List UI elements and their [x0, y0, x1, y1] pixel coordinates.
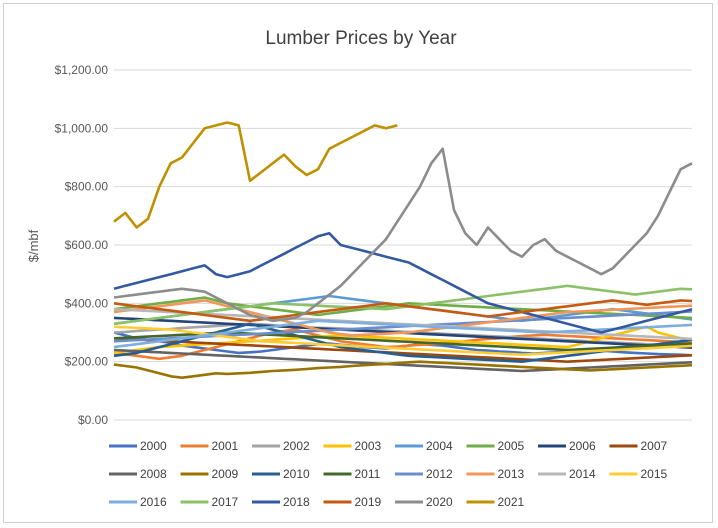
legend-item-2010: 2010 — [252, 467, 310, 481]
legend-label: 2008 — [140, 467, 167, 481]
series-line-2009 — [113, 360, 693, 380]
legend-label: 2018 — [283, 495, 310, 509]
y-tick-label: $1,200.00 — [55, 63, 109, 77]
legend-label: 2004 — [426, 439, 453, 453]
series-lines — [113, 121, 693, 380]
y-tick-label: $800.00 — [65, 180, 109, 194]
legend-label: 2005 — [498, 439, 525, 453]
legend-label: 2009 — [212, 467, 239, 481]
legend-item-2005: 2005 — [466, 439, 525, 453]
legend-label: 2014 — [569, 467, 596, 481]
legend-label: 2020 — [426, 495, 453, 509]
legend-item-2019: 2019 — [323, 495, 382, 509]
legend-item-2013: 2013 — [466, 467, 525, 481]
legend-label: 2015 — [641, 467, 668, 481]
legend-item-2018: 2018 — [252, 495, 310, 509]
legend-label: 2000 — [140, 439, 167, 453]
chart-title: Lumber Prices by Year — [265, 28, 457, 49]
series-line-2021 — [113, 121, 398, 229]
series-line-2008 — [113, 348, 693, 373]
series-line-2005 — [113, 296, 693, 320]
legend-label: 2001 — [212, 439, 239, 453]
legend-label: 2010 — [283, 467, 310, 481]
legend-label: 2013 — [498, 467, 525, 481]
y-tick-label: $400.00 — [65, 296, 109, 310]
legend-item-2014: 2014 — [538, 467, 596, 481]
legend-label: 2017 — [212, 495, 239, 509]
line-chart: Lumber Prices by Year $0.00 $200.00 $400.0… — [26, 28, 693, 509]
series-line-2001 — [113, 328, 693, 361]
legend-item-2020: 2020 — [395, 495, 453, 509]
legend-item-2000: 2000 — [109, 439, 167, 453]
legend-item-2001: 2001 — [180, 439, 239, 453]
y-tick-label: $0.00 — [78, 413, 108, 427]
series-line-2018 — [113, 232, 693, 334]
legend-label: 2019 — [355, 495, 382, 509]
series-line-2020 — [113, 147, 693, 323]
y-tick-label: $600.00 — [65, 238, 109, 252]
legend-item-2004: 2004 — [395, 439, 453, 453]
legend-item-2008: 2008 — [109, 467, 167, 481]
legend-label: 2016 — [140, 495, 167, 509]
series-line-2013 — [113, 299, 693, 337]
series-line-2007 — [113, 337, 693, 364]
legend-item-2017: 2017 — [180, 495, 239, 509]
legend-item-2021: 2021 — [466, 495, 525, 509]
legend-item-2002: 2002 — [252, 439, 310, 453]
legend-item-2015: 2015 — [609, 467, 668, 481]
series-line-2017 — [113, 284, 693, 326]
legend-item-2006: 2006 — [538, 439, 596, 453]
legend-item-2016: 2016 — [109, 495, 167, 509]
legend-label: 2012 — [426, 467, 453, 481]
series-line-2019 — [113, 299, 693, 323]
y-tick-label: $1,000.00 — [55, 121, 109, 135]
legend-label: 2007 — [641, 439, 668, 453]
legend-item-2011: 2011 — [323, 467, 381, 481]
legend-item-2009: 2009 — [180, 467, 239, 481]
y-tick-label: $200.00 — [65, 355, 109, 369]
chart-frame: Lumber Prices by Year $0.00 $200.00 $400.0… — [3, 3, 713, 523]
legend-label: 2003 — [355, 439, 382, 453]
y-axis-ticks: $0.00 $200.00 $400.00 $600.00 $800.00 $1,000.… — [55, 63, 109, 427]
legend-item-2012: 2012 — [395, 467, 453, 481]
legend-label: 2006 — [569, 439, 596, 453]
legend: 2000 2001 2002 2003 2004 2005 2006 2007 2008 2009… — [109, 439, 668, 509]
legend-item-2003: 2003 — [323, 439, 382, 453]
legend-label: 2002 — [283, 439, 310, 453]
legend-item-2007: 2007 — [609, 439, 668, 453]
y-axis-label: $/mbf — [26, 229, 41, 262]
legend-label: 2021 — [498, 495, 525, 509]
legend-label: 2011 — [355, 467, 381, 481]
